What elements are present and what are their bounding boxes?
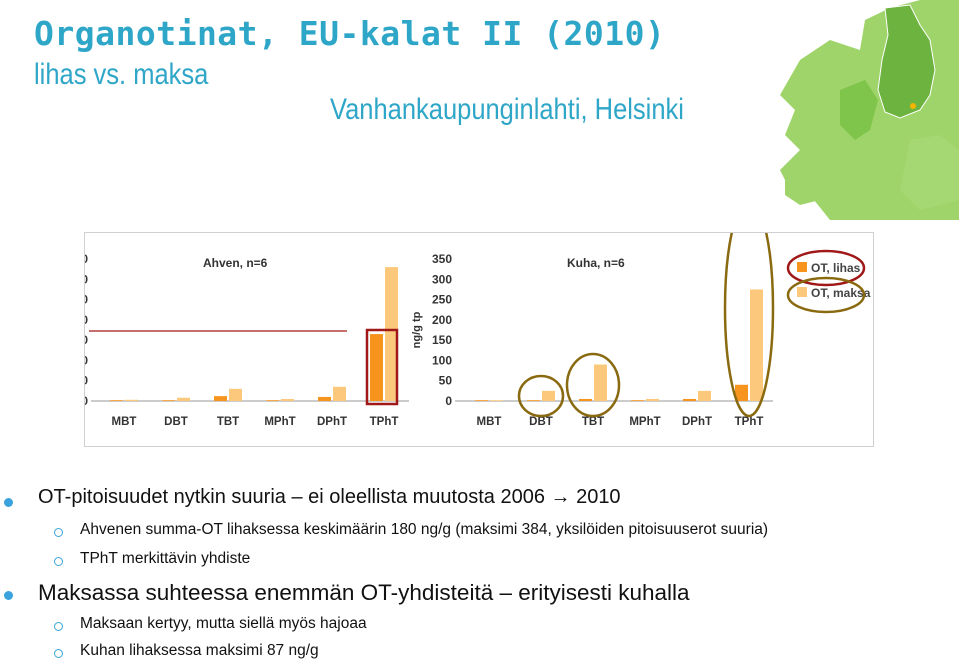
y-tick-label: 100 [432, 353, 452, 367]
highlight-ring [565, 352, 621, 418]
bar-maksa [281, 398, 294, 401]
sub-bullet-3: Maksaan kertyy, mutta siellä myös hajoaa [80, 615, 367, 632]
bar-lihas [214, 396, 227, 401]
bar-maksa [229, 388, 242, 401]
highlight-ring [517, 374, 565, 418]
bar-maksa [177, 397, 190, 401]
sub-bullet-ring-icon [54, 528, 63, 537]
x-tick-label: MBT [112, 416, 137, 428]
x-tick-label: TBT [582, 416, 604, 428]
bar-lihas [475, 400, 488, 401]
y-tick-label: 0 [445, 394, 452, 408]
y-tick-label: 100 [85, 353, 88, 367]
bar-maksa [385, 267, 398, 401]
bar-maksa [698, 390, 711, 401]
chart-title: Kuha, n=6 [567, 256, 625, 270]
bar-lihas [318, 396, 331, 401]
y-tick-label: 50 [85, 374, 88, 388]
bar-lihas [110, 400, 123, 401]
x-tick-label: MPhT [629, 416, 660, 428]
bar-lihas [527, 400, 540, 401]
x-tick-label: DPhT [682, 416, 712, 428]
helsinki-marker [910, 103, 916, 109]
x-tick-label: MBT [477, 416, 502, 428]
location-label: Vanhankaupunginlahti, Helsinki [330, 93, 684, 126]
y-tick-label: 200 [432, 313, 452, 327]
legend-label-maksa: OT, maksa [811, 286, 871, 300]
bar-lihas [631, 400, 644, 401]
y-tick-label: 350 [432, 252, 452, 266]
y-tick-label: 300 [85, 272, 88, 286]
sub-bullet-ring-icon [54, 622, 63, 631]
bar-lihas [579, 398, 592, 401]
y-tick-label: 0 [85, 394, 88, 408]
bullet-1: OT-pitoisuudet nytkin suuria – ei oleell… [38, 486, 621, 508]
bar-lihas [162, 400, 175, 401]
sub-bullet-ring-icon [54, 557, 63, 566]
highlight-box [365, 328, 399, 406]
bar-maksa [646, 398, 659, 401]
y-axis-label: ng/g tp [411, 311, 423, 348]
bullet-dot-icon [4, 591, 13, 600]
y-tick-label: 50 [439, 374, 453, 388]
highlight-ring [723, 233, 775, 418]
y-tick-label: 300 [432, 272, 452, 286]
x-tick-label: DPhT [317, 416, 347, 428]
finland-map-image [780, 0, 959, 220]
slide-title: Organotinat, EU-kalat II (2010) [34, 14, 666, 53]
slide-subtitle: lihas vs. maksa [34, 58, 209, 91]
x-tick-label: TPhT [735, 416, 764, 428]
y-tick-label: 350 [85, 252, 88, 266]
bullet-dot-icon [4, 498, 13, 507]
x-tick-label: DBT [529, 416, 553, 428]
bullet-2: Maksassa suhteessa enemmän OT-yhdisteitä… [38, 580, 690, 605]
legend-swatch-lihas [797, 262, 807, 272]
bar-lihas [266, 400, 279, 401]
x-tick-label: DBT [164, 416, 188, 428]
bar-maksa [750, 289, 763, 401]
y-tick-label: 250 [85, 293, 88, 307]
bar-maksa [490, 400, 503, 401]
y-tick-label: 150 [85, 333, 88, 347]
bar-maksa [333, 386, 346, 401]
x-tick-label: TPhT [370, 416, 399, 428]
bar-lihas [683, 398, 696, 401]
bar-lihas [370, 334, 383, 401]
legend-highlight-lihas [786, 249, 866, 287]
x-tick-label: TBT [217, 416, 239, 428]
sub-bullet-ring-icon [54, 649, 63, 658]
bar-maksa [542, 390, 555, 401]
sub-bullet-4: Kuhan lihaksessa maksimi 87 ng/g [80, 642, 319, 659]
bar-lihas [735, 384, 748, 401]
chart-title: Ahven, n=6 [203, 256, 268, 270]
sub-bullet-1: Ahvenen summa-OT lihaksessa keskimäärin … [80, 521, 769, 538]
legend-highlight-maksa [786, 276, 866, 314]
y-tick-label: 200 [85, 313, 88, 327]
bar-maksa [594, 364, 607, 401]
legend-swatch-maksa [797, 287, 807, 297]
bar-maksa [125, 399, 138, 401]
legend-label-lihas: OT, lihas [811, 261, 861, 275]
y-tick-label: 250 [432, 293, 452, 307]
y-tick-label: 150 [432, 333, 452, 347]
sub-bullet-2: TPhT merkittävin yhdiste [80, 550, 251, 567]
chart-panel: ng/g tp 0 50 100 150 200 250 300 350 Ahven, n=6 MB… [84, 232, 874, 447]
x-tick-label: MPhT [264, 416, 295, 428]
bar-charts: ng/g tp 0 50 100 150 200 250 300 350 Ahven, n=6 MB… [85, 233, 871, 428]
